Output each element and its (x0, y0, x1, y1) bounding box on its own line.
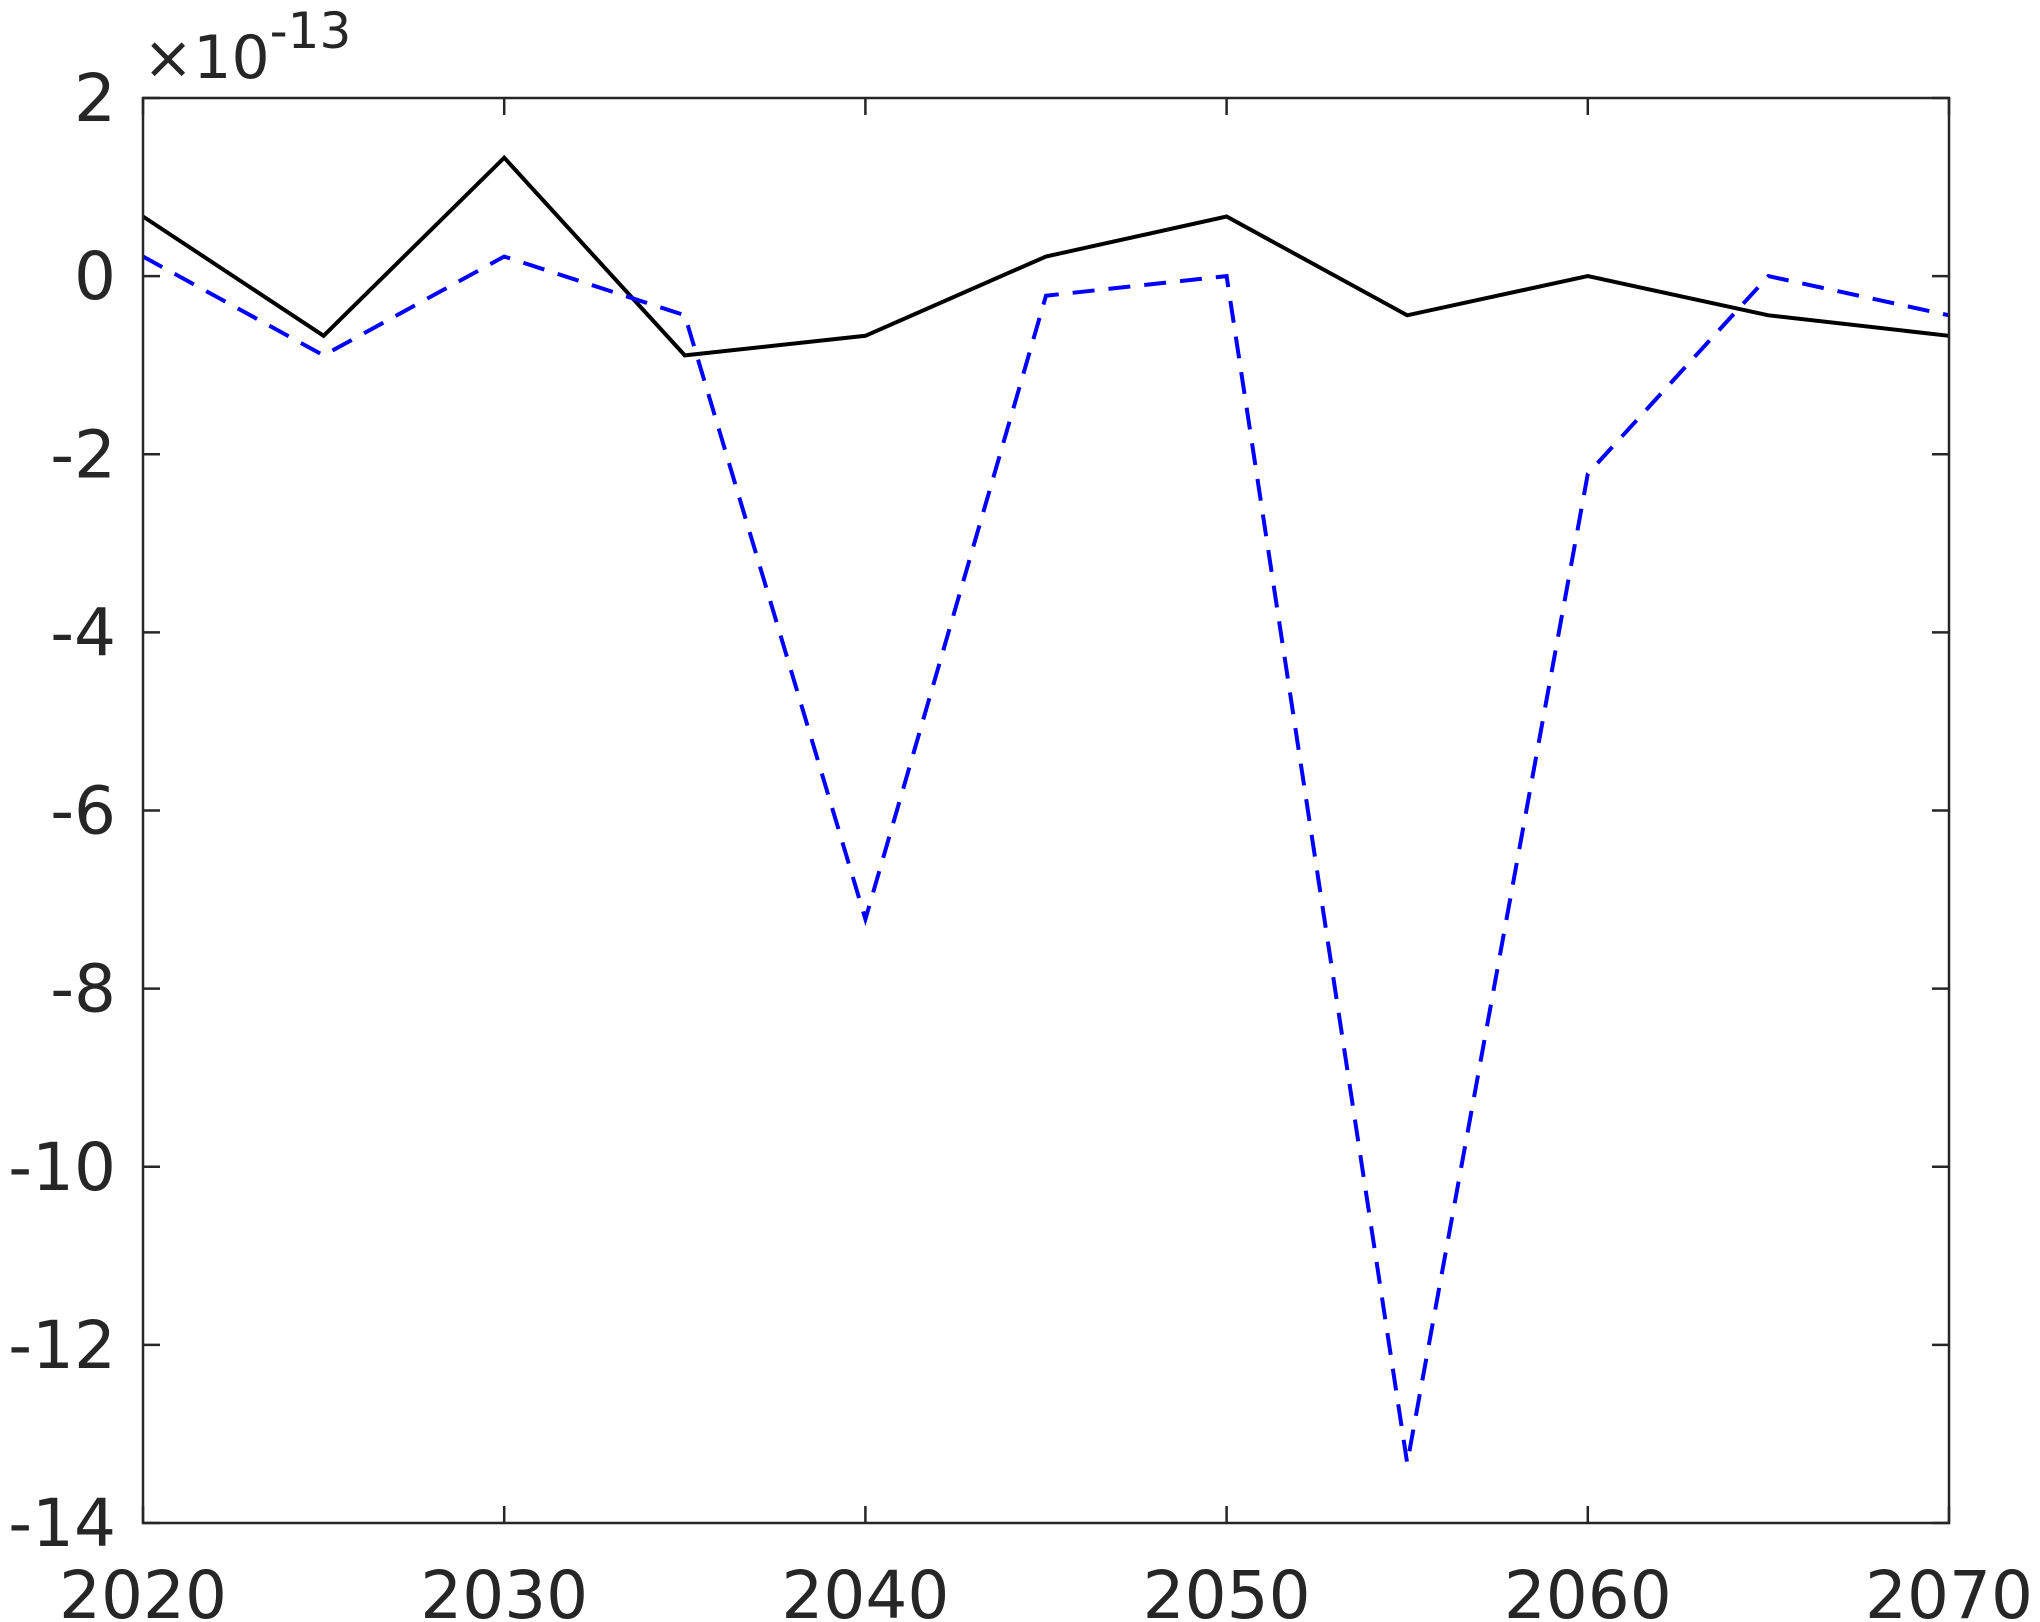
y-tick-label: -2 (50, 416, 116, 493)
x-tick-label: 2050 (1143, 1557, 1311, 1622)
y-tick-label: 0 (74, 238, 116, 315)
y-tick-label: -6 (50, 773, 116, 850)
series-line-1 (141, 154, 1950, 358)
series-layer (141, 154, 1950, 1464)
plot-background (143, 98, 1949, 1523)
series-line-2 (142, 254, 1950, 1464)
x-tick-label: 2040 (781, 1557, 949, 1622)
y-exponent-label: ×10-13 (143, 2, 351, 93)
x-tick-label: 2060 (1504, 1557, 1672, 1622)
y-tick-label: -4 (50, 594, 116, 671)
y-exponent-times: ×10 (143, 23, 270, 93)
y-tick-label: -12 (8, 1307, 116, 1384)
y-exponent-power: -13 (270, 2, 352, 60)
y-tick-label: -10 (8, 1129, 116, 1206)
y-tick-label: 2 (74, 60, 116, 137)
x-tick-label: 2020 (59, 1557, 227, 1622)
y-tick-label: -14 (8, 1485, 116, 1562)
x-tick-labels: 2020 2030 2040 2050 2060 2070 (59, 1557, 2033, 1622)
x-tick-label: 2030 (420, 1557, 588, 1622)
plot-frame (141, 96, 1951, 1525)
y-tick-labels: 2 0 -2 -4 -6 -8 -10 -12 -14 (8, 60, 116, 1562)
x-tick-label: 2070 (1865, 1557, 2033, 1622)
y-tick-label: -8 (50, 951, 116, 1028)
